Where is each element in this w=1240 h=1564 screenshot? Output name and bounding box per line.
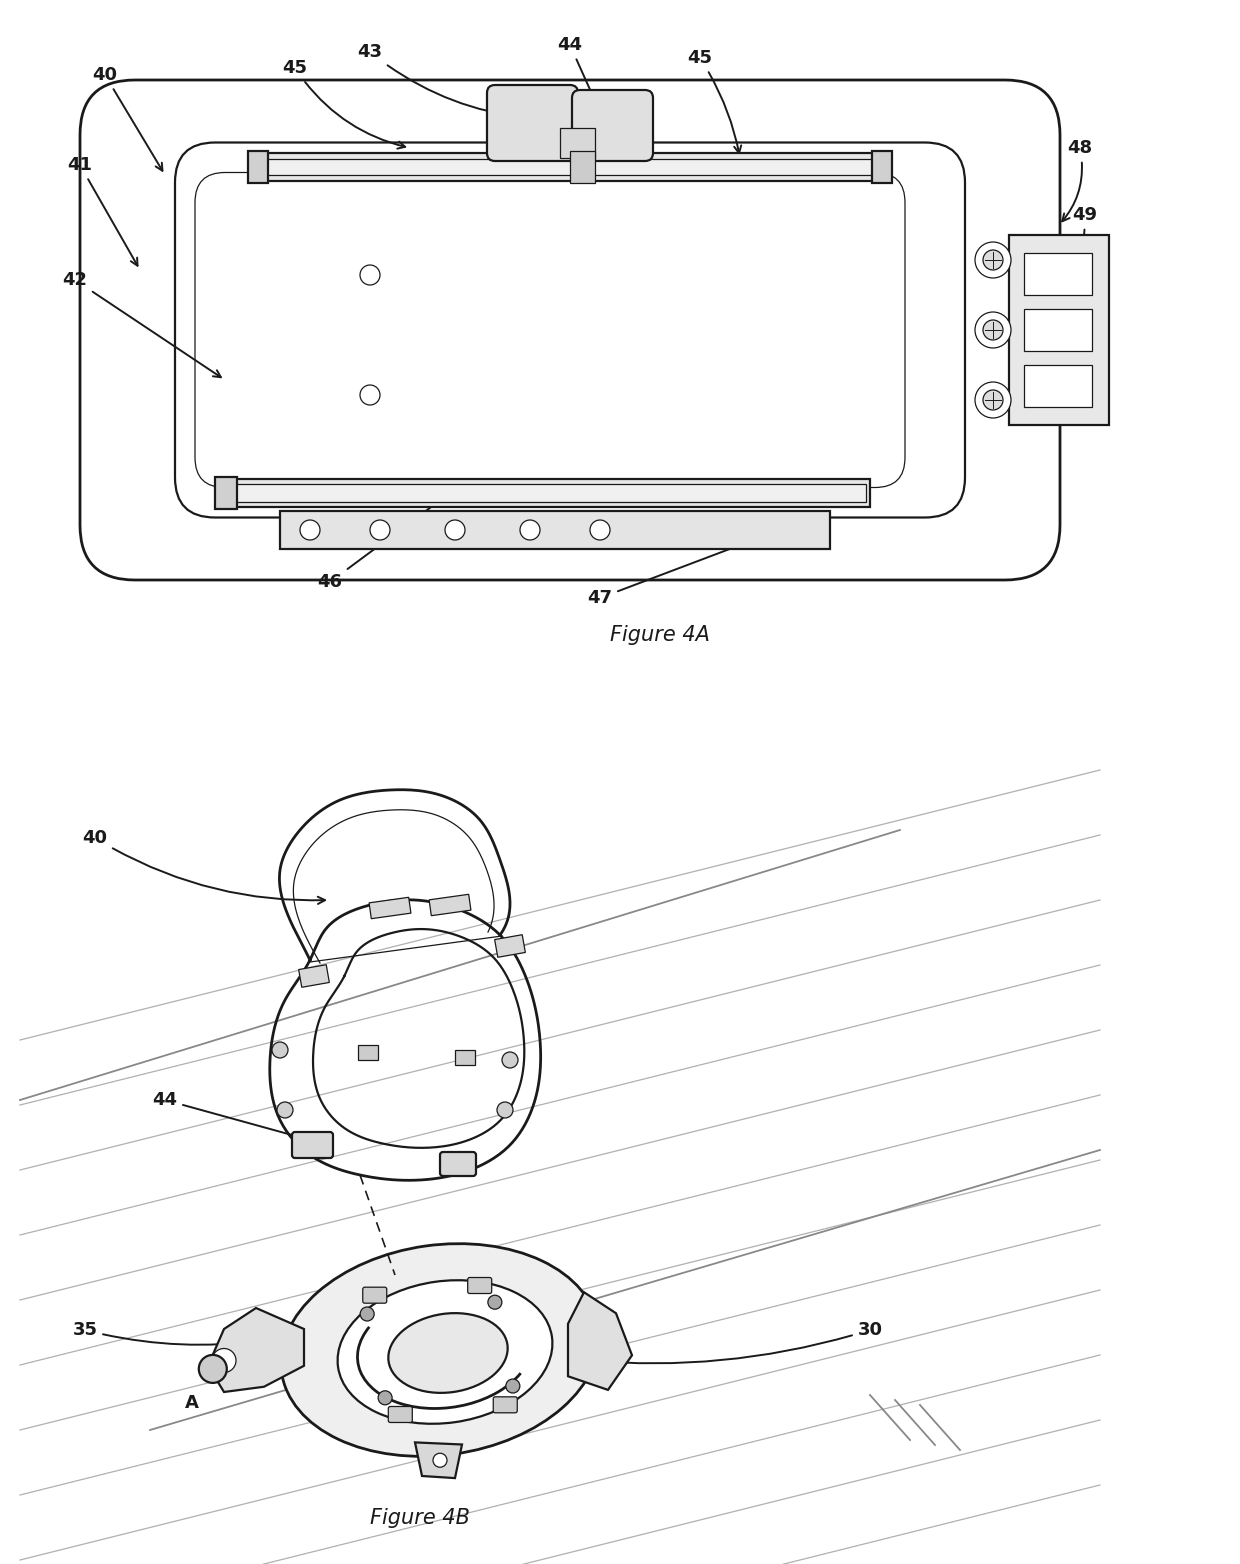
FancyBboxPatch shape — [494, 1397, 517, 1412]
Circle shape — [198, 1354, 227, 1383]
Bar — [299, 965, 330, 987]
Text: 40: 40 — [83, 829, 325, 904]
Text: 44: 44 — [558, 36, 604, 119]
Text: 48: 48 — [1063, 139, 1092, 221]
Text: 45: 45 — [687, 48, 742, 153]
Bar — [1024, 310, 1092, 350]
Circle shape — [433, 1453, 446, 1467]
Bar — [495, 935, 526, 957]
Bar — [429, 895, 471, 915]
Circle shape — [506, 1379, 520, 1394]
Text: 35: 35 — [72, 1322, 259, 1345]
Circle shape — [360, 385, 379, 405]
Bar — [455, 1049, 475, 1065]
FancyBboxPatch shape — [388, 1406, 412, 1423]
Bar — [229, 479, 870, 507]
Circle shape — [300, 519, 320, 540]
Bar — [1009, 235, 1109, 425]
FancyBboxPatch shape — [363, 1287, 387, 1303]
Circle shape — [983, 389, 1003, 410]
Bar — [370, 898, 410, 918]
Bar — [265, 160, 875, 175]
FancyBboxPatch shape — [440, 1153, 476, 1176]
Bar — [260, 153, 880, 181]
Ellipse shape — [388, 1314, 507, 1394]
Circle shape — [272, 1042, 288, 1057]
FancyBboxPatch shape — [467, 1278, 492, 1293]
Circle shape — [520, 519, 539, 540]
Circle shape — [983, 321, 1003, 339]
Ellipse shape — [281, 1243, 599, 1456]
Circle shape — [370, 519, 391, 540]
Bar — [872, 152, 892, 183]
Text: A: A — [185, 1394, 198, 1411]
Circle shape — [975, 311, 1011, 349]
Circle shape — [975, 242, 1011, 278]
Text: 46: 46 — [317, 496, 446, 591]
Text: Figure 4B: Figure 4B — [370, 1508, 470, 1528]
Text: 41: 41 — [67, 156, 138, 266]
Bar — [560, 128, 595, 158]
FancyBboxPatch shape — [81, 80, 1060, 580]
Polygon shape — [208, 1308, 304, 1392]
Bar — [248, 152, 268, 183]
Text: 40: 40 — [93, 66, 162, 170]
Bar — [570, 152, 595, 183]
FancyBboxPatch shape — [175, 142, 965, 518]
Bar — [358, 1045, 378, 1060]
Circle shape — [277, 1103, 293, 1118]
Circle shape — [487, 1295, 502, 1309]
FancyBboxPatch shape — [487, 84, 578, 161]
FancyBboxPatch shape — [291, 1132, 334, 1157]
Text: 45: 45 — [283, 59, 405, 149]
FancyBboxPatch shape — [195, 172, 905, 488]
Circle shape — [360, 264, 379, 285]
Text: 44: 44 — [153, 1092, 305, 1140]
Text: Figure 4A: Figure 4A — [610, 626, 711, 644]
Text: 49: 49 — [1070, 206, 1097, 291]
Text: 42: 42 — [62, 271, 221, 377]
Circle shape — [497, 1103, 513, 1118]
Polygon shape — [415, 1442, 463, 1478]
Circle shape — [983, 250, 1003, 271]
Circle shape — [590, 519, 610, 540]
Circle shape — [212, 1348, 236, 1373]
Bar — [1024, 253, 1092, 296]
Bar — [234, 483, 866, 502]
Ellipse shape — [337, 1281, 552, 1423]
Bar — [280, 511, 830, 549]
Polygon shape — [568, 1292, 632, 1390]
Bar — [215, 477, 237, 508]
Circle shape — [445, 519, 465, 540]
Circle shape — [975, 382, 1011, 418]
Text: 47: 47 — [588, 530, 775, 607]
Circle shape — [502, 1053, 518, 1068]
Bar — [1024, 364, 1092, 407]
Text: 43: 43 — [357, 42, 525, 120]
Circle shape — [378, 1390, 392, 1404]
FancyBboxPatch shape — [572, 91, 653, 161]
Circle shape — [360, 1308, 374, 1322]
Text: 30: 30 — [589, 1322, 883, 1365]
